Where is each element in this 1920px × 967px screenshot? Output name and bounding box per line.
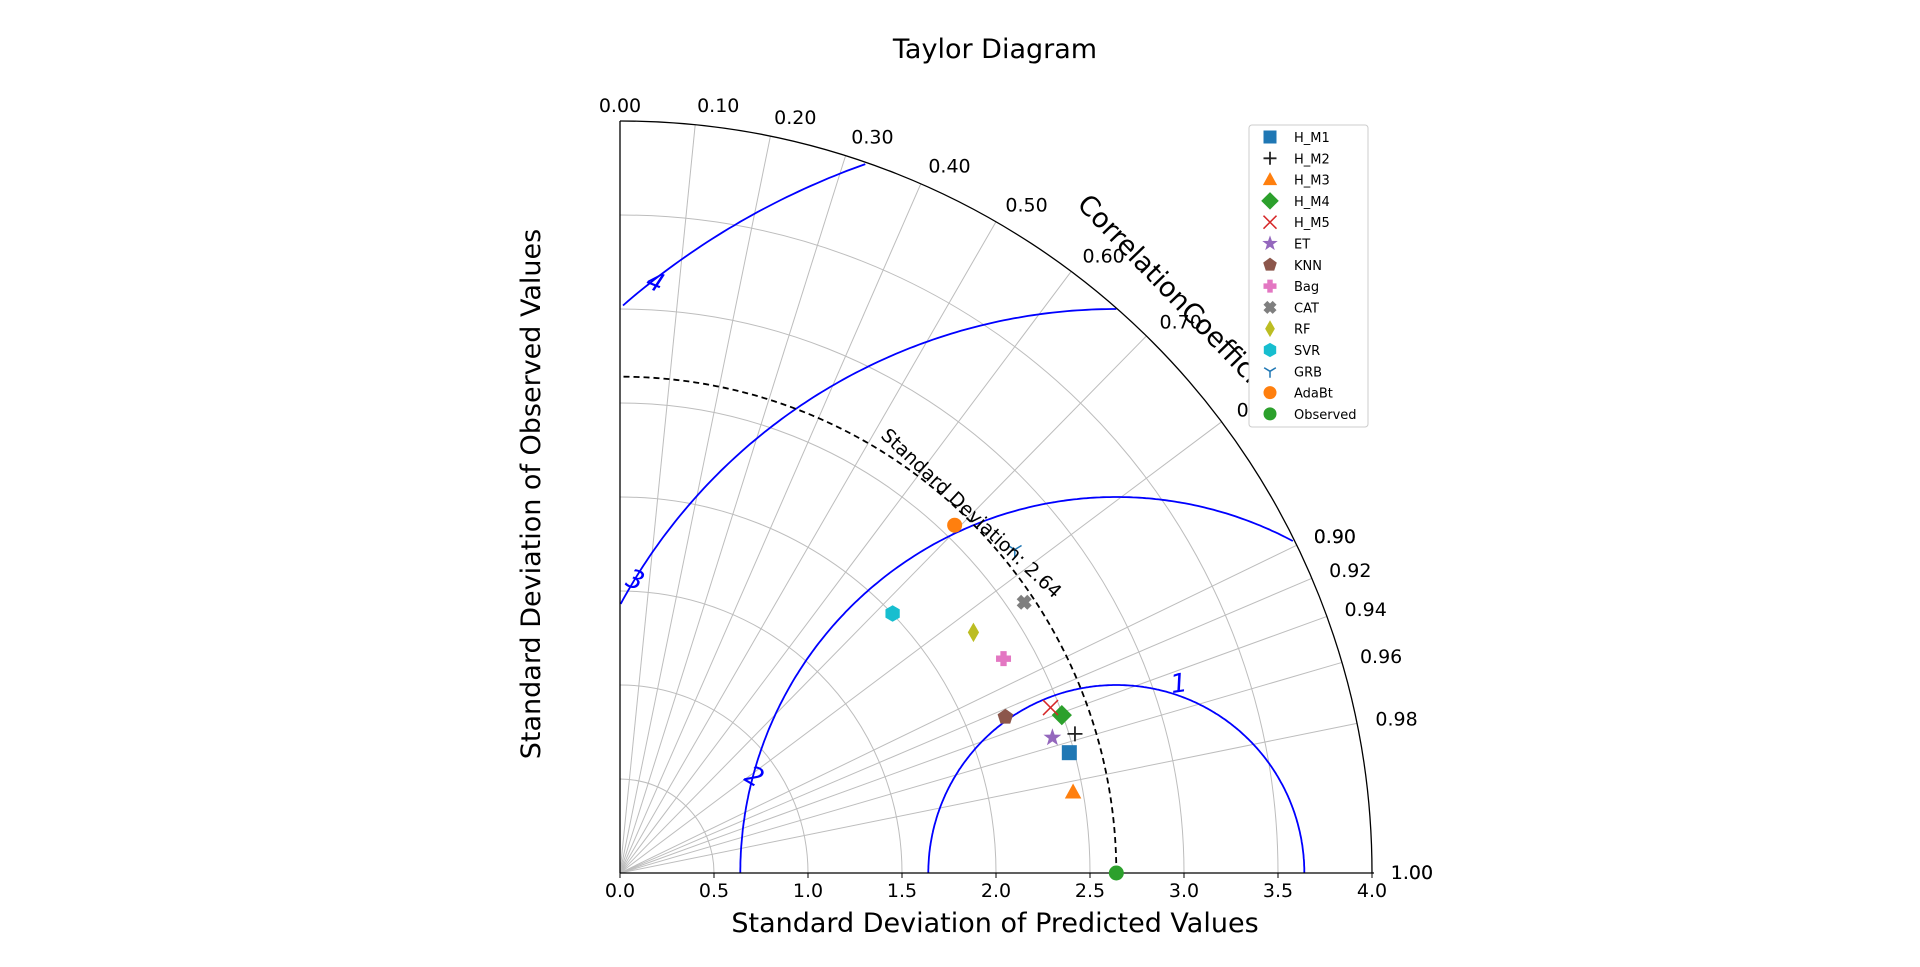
x-tick-label: 0.5: [699, 880, 729, 902]
legend-marker-h-m3: [1262, 172, 1278, 186]
correlation-tick-label: 0.40: [928, 156, 970, 178]
data-point-grb: [1007, 544, 1022, 558]
correlation-tick-label: 0.50: [1005, 194, 1047, 216]
std-grid-arc: [619, 590, 903, 874]
x-tick-label: 2.0: [981, 880, 1011, 902]
correlation-tick-label: 0.90: [1314, 526, 1356, 548]
legend-marker-knn: [1263, 257, 1277, 271]
data-point-h-m1: [1061, 745, 1077, 761]
legend-marker-svr: [1263, 342, 1277, 358]
legend-marker-adabt: [1263, 386, 1277, 400]
data-point-rf: [967, 622, 980, 643]
data-points: [885, 517, 1124, 881]
chart-title: Taylor Diagram: [892, 34, 1097, 65]
legend-label: H_M5: [1294, 216, 1330, 231]
legend-marker-h-m1: [1263, 130, 1277, 144]
correlation-tick-label: 0.60: [1082, 245, 1124, 267]
legend-marker-grb: [1263, 367, 1277, 378]
x-tick-label: 4.0: [1357, 880, 1387, 902]
legend-label: H_M1: [1294, 131, 1330, 146]
legend-label: GRB: [1294, 365, 1322, 380]
legend-box: [1248, 124, 1369, 428]
x-axis-label: Standard Deviation of Predicted Values: [731, 908, 1258, 939]
correlation-tick-label: 0.92: [1329, 560, 1371, 582]
reference-std-arc: [619, 375, 1118, 874]
legend-marker-h-m5: [1262, 215, 1278, 230]
legend-marker-h-m4: [1261, 192, 1279, 210]
tick-labels: 0.0 0.5 1.0 1.5 2.0 2.5 3.0 3.5 4.0 0.00 0.10 0.20 0…: [599, 95, 1433, 902]
x-tick-label: 1.5: [887, 880, 917, 902]
data-point-h-m4: [1051, 704, 1072, 726]
x-tick-label: 0.0: [605, 880, 635, 902]
data-point-h-m2: [1067, 726, 1083, 742]
legend-label: ET: [1294, 238, 1310, 253]
std-grid-arc: [619, 684, 809, 874]
legend-marker-et: [1262, 235, 1278, 251]
correlation-tick-label: 0.94: [1345, 599, 1387, 621]
grid-layer: [619, 124, 1358, 874]
correlation-tick-label: 0.98: [1375, 709, 1417, 731]
std-grid-arc: [619, 214, 1279, 874]
legend-label: AdaBt: [1294, 387, 1333, 402]
rms-contour-line: [927, 684, 1306, 873]
correlation-tick-label: 0.10: [697, 95, 739, 117]
correlation-tick-label: 0.30: [851, 127, 893, 149]
rms-contour-label: 2: [739, 760, 768, 794]
x-tick-label: 1.0: [793, 880, 823, 902]
x-tick-label: 3.0: [1169, 880, 1199, 902]
data-point-adabt: [947, 517, 963, 533]
std-grid-arc: [619, 402, 1091, 874]
legend-label: Bag: [1294, 280, 1319, 295]
correlation-tick-label: 0.00: [599, 95, 641, 117]
rms-contour-label: 4: [642, 266, 669, 300]
reference-std-label: Standard Deviation: 2.64: [877, 424, 1066, 602]
outer-arc: [619, 120, 1373, 874]
rms-contour-line: [739, 496, 1294, 873]
data-point-h-m5: [1042, 699, 1059, 716]
legend: H_M1 H_M2 H_M3 H_M4 H_M5 ET KNN Bag CAT RF SVR GRB A…: [1248, 124, 1369, 428]
y-axis-label: Standard Deviation of Observed Values: [516, 229, 547, 759]
std-grid-arc: [619, 308, 1185, 874]
legend-label: RF: [1294, 323, 1311, 338]
rms-contour-line: [619, 308, 1117, 605]
correlation-tick-label: 0.90: [1314, 526, 1356, 548]
x-tick-label: 2.5: [1075, 880, 1105, 902]
data-point-svr: [885, 605, 900, 622]
x-tick-label: 3.5: [1263, 880, 1293, 902]
legend-marker-h-m2: [1263, 151, 1277, 165]
std-grid-arc: [619, 778, 715, 874]
legend-label: H_M2: [1294, 152, 1330, 167]
legend-items: H_M1 H_M2 H_M3 H_M4 H_M5 ET KNN Bag CAT RF SVR GRB A…: [1261, 130, 1357, 423]
legend-marker-bag: [1263, 279, 1277, 293]
legend-label: Observed: [1294, 408, 1357, 423]
data-point-bag: [996, 651, 1012, 667]
legend-label: SVR: [1294, 344, 1320, 359]
rms-contour-label: 1: [1169, 668, 1190, 700]
std-grid-arc: [619, 496, 997, 874]
correlation-tick-label: 0.70: [1160, 312, 1202, 334]
correlation-tick-label: 1.00: [1391, 862, 1433, 884]
data-point-knn: [997, 708, 1014, 724]
legend-label: H_M4: [1294, 195, 1330, 210]
legend-label: CAT: [1294, 301, 1319, 316]
data-point-h-m3: [1064, 783, 1082, 799]
legend-marker-observed: [1263, 407, 1277, 421]
correlation-tick-label: 1.00: [1391, 862, 1433, 884]
correlation-tick-label: 0.20: [774, 107, 816, 129]
rms-contour-line: [622, 163, 866, 307]
legend-label: KNN: [1294, 259, 1322, 274]
plot-frame: [619, 120, 1374, 874]
data-point-et: [1043, 728, 1062, 746]
legend-marker-rf: [1265, 320, 1275, 338]
legend-marker-cat: [1263, 300, 1277, 314]
data-point-cat: [1016, 594, 1032, 610]
data-point-observed: [1108, 865, 1124, 881]
correlation-tick-label: 0.96: [1360, 646, 1402, 668]
legend-label: H_M3: [1294, 174, 1330, 189]
